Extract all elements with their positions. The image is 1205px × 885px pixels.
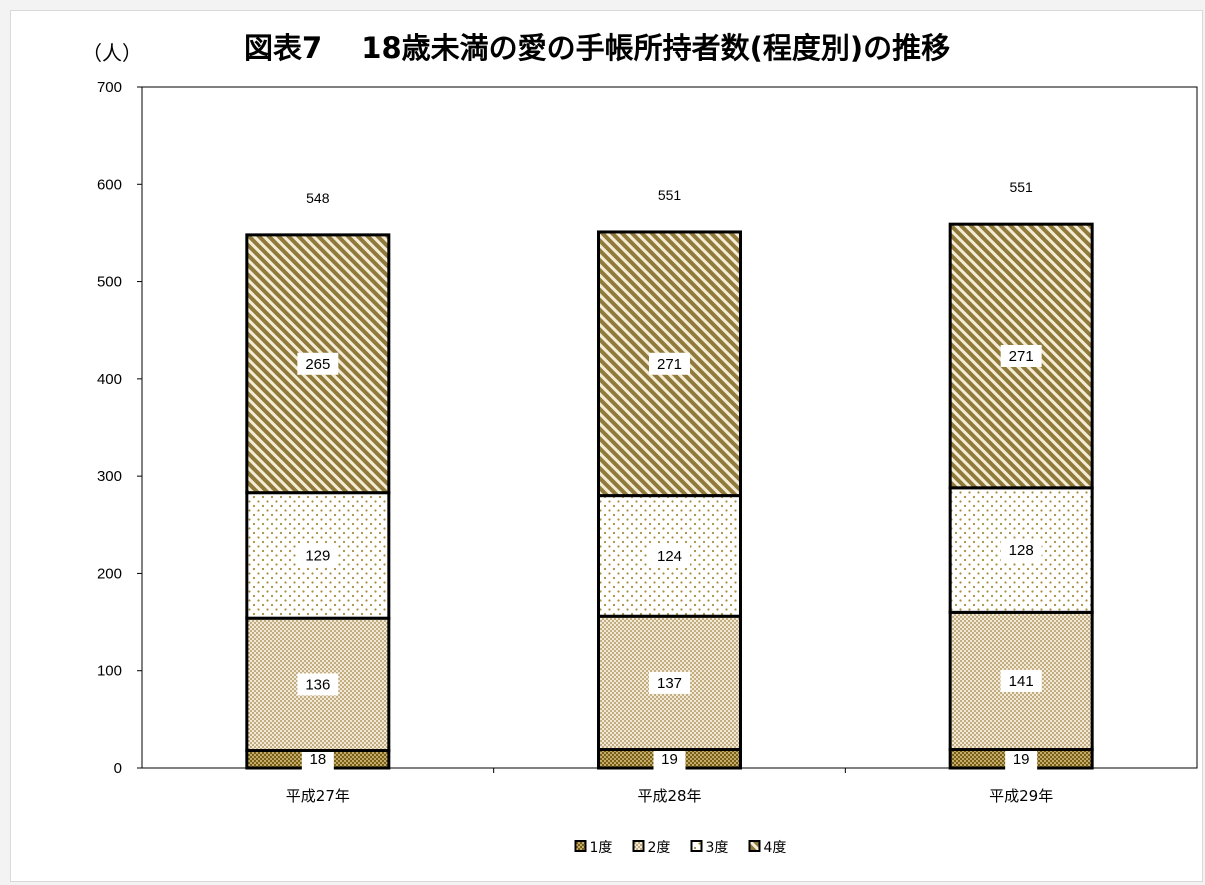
data-label: 18 — [309, 751, 326, 768]
data-label: 128 — [1009, 542, 1034, 559]
y-tick-label: 500 — [97, 274, 122, 291]
y-tick-label: 400 — [97, 371, 122, 388]
legend-label: 3度 — [706, 840, 729, 856]
data-label: 265 — [305, 356, 330, 373]
y-tick-label: 0 — [114, 760, 122, 777]
y-tick-label: 600 — [97, 176, 122, 193]
x-category-label: 平成27年 — [286, 787, 350, 805]
legend-swatch — [690, 840, 703, 852]
legend-swatch — [632, 840, 645, 852]
data-label: 124 — [657, 548, 682, 565]
data-label-background — [1005, 747, 1038, 770]
bars: 18 136 129 265 548 19 137 124 271 551 19 141 128 271 5… — [245, 179, 1094, 771]
y-tick-label: 300 — [97, 468, 122, 485]
legend-swatch — [748, 840, 761, 852]
data-label: 136 — [305, 676, 330, 693]
data-label: 141 — [1009, 673, 1034, 690]
data-label: 137 — [657, 675, 682, 692]
data-label-background — [1000, 344, 1042, 367]
data-label: 271 — [657, 356, 682, 373]
data-label-background — [653, 747, 686, 770]
legend-label: 4度 — [764, 840, 787, 856]
data-label-background — [301, 748, 334, 771]
data-label-background — [1000, 539, 1042, 562]
data-label-background — [649, 544, 690, 567]
y-axis-unit-label: （人） — [82, 41, 142, 65]
data-label-background — [297, 673, 339, 696]
data-label-background — [297, 544, 339, 567]
chart-title: 図表7 18歳未満の愛の手帳所持者数(程度別)の推移 — [244, 31, 950, 65]
data-label-background — [297, 352, 339, 375]
x-axis: 平成27年 平成28年 平成29年 — [286, 768, 1053, 805]
y-tick-label: 700 — [97, 79, 122, 96]
data-label: 19 — [661, 751, 678, 768]
data-label: 271 — [1009, 348, 1034, 365]
x-category-label: 平成28年 — [637, 787, 701, 805]
data-label-background — [1000, 669, 1042, 692]
bar-total-label: 548 — [306, 190, 330, 206]
legend-label: 1度 — [590, 840, 613, 856]
data-label-background — [649, 671, 690, 694]
bar-total-label: 551 — [1009, 179, 1033, 195]
data-label-background — [649, 352, 690, 375]
y-axis: 0 100 200 300 400 500 600 700 — [97, 79, 142, 777]
y-tick-label: 100 — [97, 663, 122, 680]
y-tick-label: 200 — [97, 565, 122, 582]
bar-total-label: 551 — [658, 187, 682, 203]
data-label: 19 — [1013, 751, 1030, 768]
legend-swatch — [574, 840, 587, 852]
x-category-label: 平成29年 — [989, 787, 1053, 805]
data-label: 129 — [305, 547, 330, 564]
legend-label: 2度 — [648, 840, 671, 856]
legend: 1度 2度 3度 4度 — [574, 840, 787, 856]
